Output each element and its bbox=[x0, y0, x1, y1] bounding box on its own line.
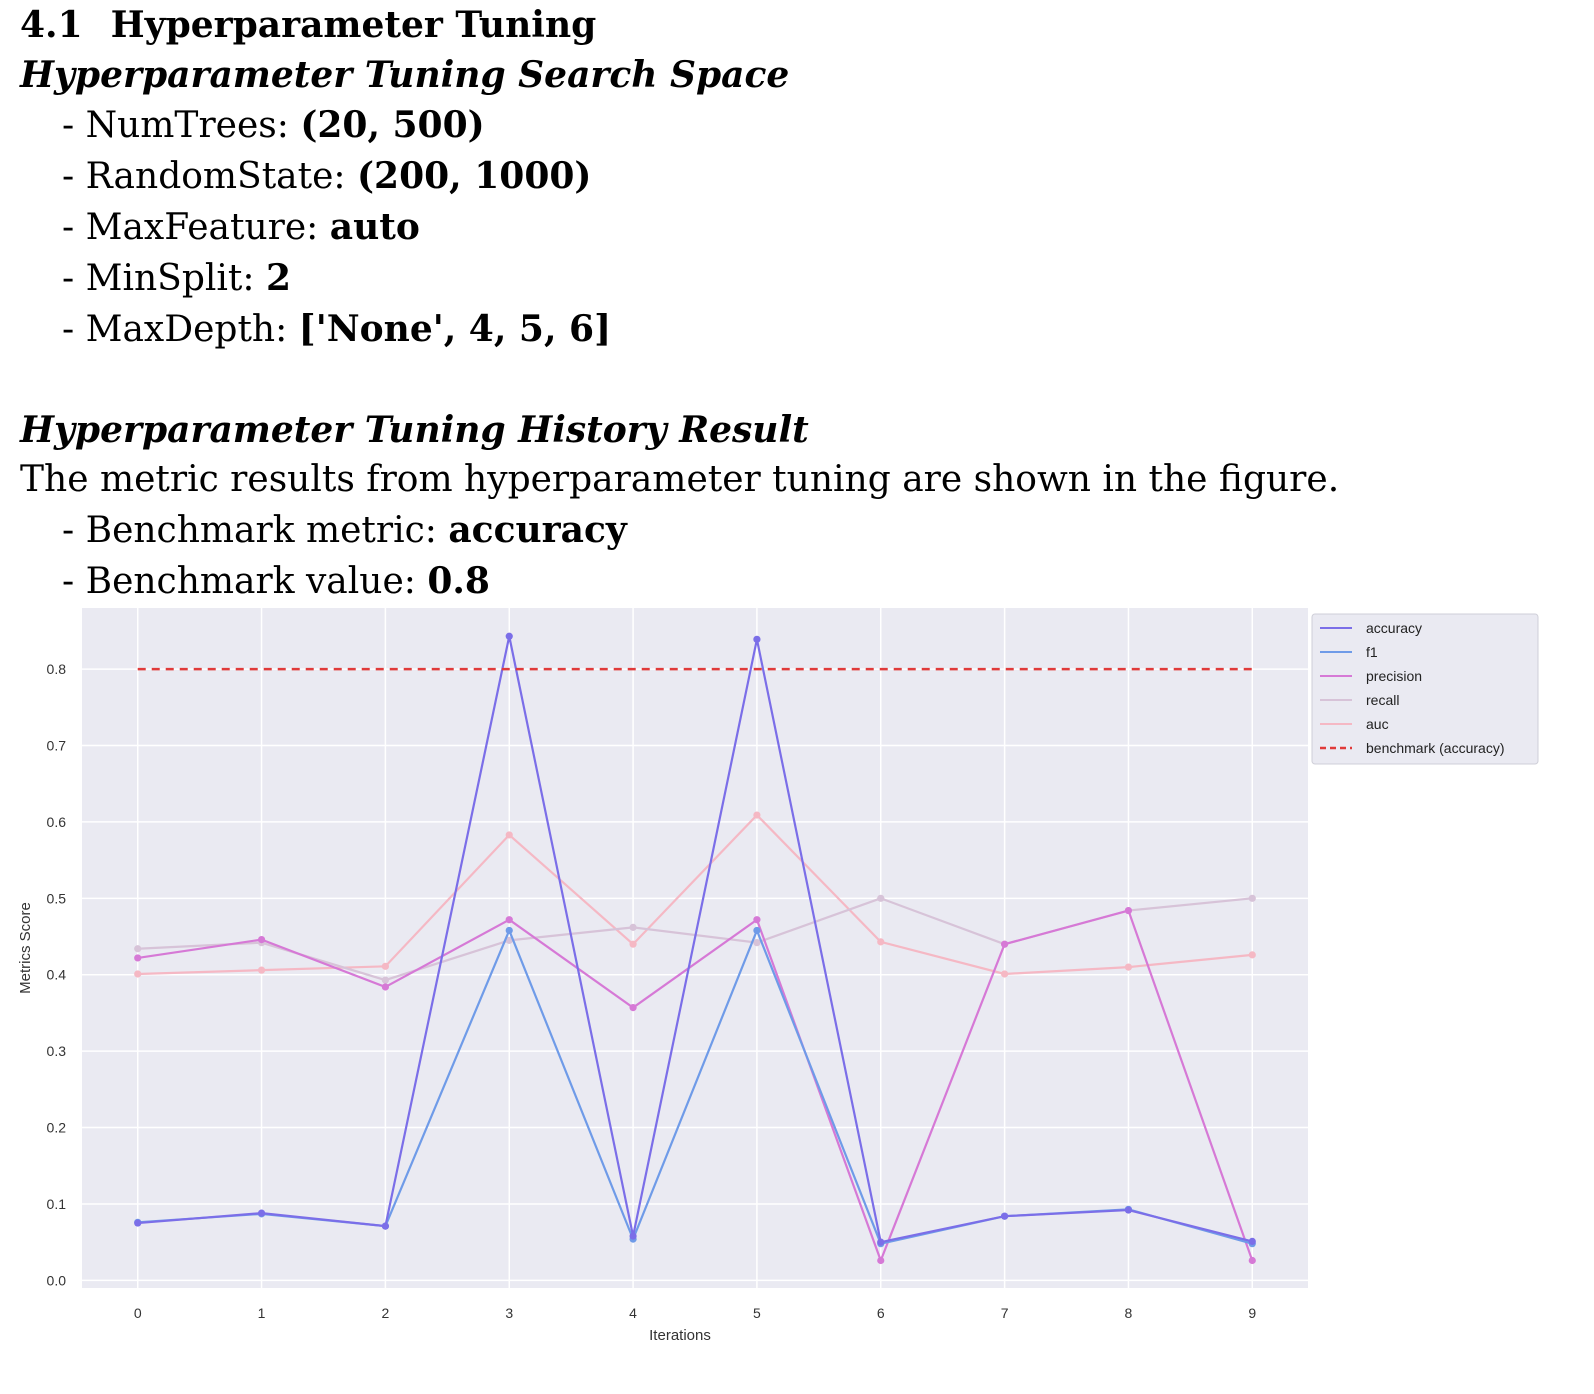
section-heading: 4.1 Hyperparameter Tuning bbox=[20, 0, 1580, 50]
history-text: The metric results from hyperparameter t… bbox=[20, 455, 1580, 505]
y-axis-label: Metrics Score bbox=[17, 902, 34, 994]
list-item: - MinSplit: 2 bbox=[62, 253, 1580, 304]
y-tick-label: 0.8 bbox=[47, 661, 67, 677]
data-point-auc bbox=[877, 938, 884, 945]
x-tick-label: 9 bbox=[1248, 1305, 1256, 1321]
legend-label: f1 bbox=[1366, 644, 1378, 660]
metrics-line-chart: 0.0 0.1 0.2 0.3 0.4 0.5 0.6 0.7 0.8 0 1 2 3 4 5 6 7 8 9 I… bbox=[0, 606, 1594, 1394]
y-tick-label: 0.5 bbox=[47, 890, 67, 906]
list-item: - Benchmark metric: accuracy bbox=[62, 505, 1580, 556]
data-point-accuracy bbox=[134, 1219, 141, 1226]
x-tick-label: 6 bbox=[877, 1305, 885, 1321]
data-point-auc bbox=[134, 970, 141, 977]
legend-label: benchmark (accuracy) bbox=[1366, 740, 1505, 756]
data-point-accuracy bbox=[1125, 1206, 1132, 1213]
x-axis-label: Iterations bbox=[649, 1327, 711, 1344]
plot-area bbox=[82, 608, 1308, 1288]
data-point-accuracy bbox=[382, 1223, 389, 1230]
data-point-recall bbox=[1249, 895, 1256, 902]
list-item: - RandomState: (200, 1000) bbox=[62, 151, 1580, 202]
legend: accuracy f1 precision recall auc benchmark (a… bbox=[1312, 614, 1538, 764]
data-point-auc bbox=[629, 941, 636, 948]
history-heading: Hyperparameter Tuning History Result bbox=[20, 405, 1580, 455]
legend-label: auc bbox=[1366, 716, 1389, 732]
x-tick-label: 8 bbox=[1125, 1305, 1133, 1321]
x-tick-label: 3 bbox=[505, 1305, 513, 1321]
x-tick-label: 1 bbox=[258, 1305, 266, 1321]
data-point-precision bbox=[877, 1257, 884, 1264]
benchmark-list: - Benchmark metric: accuracy - Benchmark… bbox=[20, 505, 1580, 607]
data-point-recall bbox=[753, 939, 760, 946]
y-tick-label: 0.2 bbox=[47, 1120, 67, 1136]
data-point-f1 bbox=[753, 927, 760, 934]
data-point-accuracy bbox=[629, 1232, 636, 1239]
legend-label: accuracy bbox=[1366, 620, 1422, 636]
data-point-precision bbox=[506, 916, 513, 923]
legend-label: precision bbox=[1366, 668, 1422, 684]
data-point-auc bbox=[258, 967, 265, 974]
data-point-accuracy bbox=[258, 1210, 265, 1217]
data-point-precision bbox=[258, 936, 265, 943]
data-point-precision bbox=[629, 1004, 636, 1011]
data-point-f1 bbox=[506, 927, 513, 934]
y-tick-label: 0.7 bbox=[47, 738, 67, 754]
data-point-accuracy bbox=[1249, 1238, 1256, 1245]
data-point-recall bbox=[629, 924, 636, 931]
data-point-accuracy bbox=[1001, 1213, 1008, 1220]
data-point-auc bbox=[382, 963, 389, 970]
y-tick-labels: 0.0 0.1 0.2 0.3 0.4 0.5 0.6 0.7 0.8 bbox=[47, 661, 67, 1288]
data-point-auc bbox=[1125, 964, 1132, 971]
data-point-precision bbox=[1125, 907, 1132, 914]
data-point-precision bbox=[382, 983, 389, 990]
data-point-precision bbox=[134, 954, 141, 961]
y-tick-label: 0.3 bbox=[47, 1043, 67, 1059]
data-point-accuracy bbox=[753, 636, 760, 643]
document-body: 4.1 Hyperparameter Tuning Hyperparameter … bbox=[20, 0, 1580, 607]
search-space-list: - NumTrees: (20, 500) - RandomState: (20… bbox=[20, 100, 1580, 355]
data-point-accuracy bbox=[506, 633, 513, 640]
data-point-recall bbox=[382, 976, 389, 983]
x-tick-label: 4 bbox=[629, 1305, 637, 1321]
x-tick-label: 5 bbox=[753, 1305, 761, 1321]
x-tick-label: 0 bbox=[134, 1305, 142, 1321]
data-point-accuracy bbox=[877, 1239, 884, 1246]
search-space-heading: Hyperparameter Tuning Search Space bbox=[20, 50, 1580, 100]
list-item: - NumTrees: (20, 500) bbox=[62, 100, 1580, 151]
section-number: 4.1 bbox=[20, 4, 83, 46]
data-point-precision bbox=[1001, 941, 1008, 948]
data-point-auc bbox=[1001, 970, 1008, 977]
y-tick-label: 0.4 bbox=[47, 967, 67, 983]
data-point-recall bbox=[877, 895, 884, 902]
x-tick-labels: 0 1 2 3 4 5 6 7 8 9 bbox=[134, 1305, 1257, 1321]
list-item: - MaxDepth: ['None', 4, 5, 6] bbox=[62, 304, 1580, 355]
legend-label: recall bbox=[1366, 692, 1399, 708]
y-tick-label: 0.1 bbox=[47, 1196, 67, 1212]
y-tick-label: 0.0 bbox=[47, 1272, 67, 1288]
data-point-auc bbox=[753, 811, 760, 818]
list-item: - MaxFeature: auto bbox=[62, 202, 1580, 253]
y-tick-label: 0.6 bbox=[47, 814, 67, 830]
x-tick-label: 7 bbox=[1001, 1305, 1009, 1321]
data-point-auc bbox=[506, 831, 513, 838]
data-point-precision bbox=[753, 916, 760, 923]
data-point-recall bbox=[134, 945, 141, 952]
data-point-precision bbox=[1249, 1257, 1256, 1264]
x-tick-label: 2 bbox=[382, 1305, 390, 1321]
section-title: Hyperparameter Tuning bbox=[111, 4, 597, 46]
data-point-auc bbox=[1249, 951, 1256, 958]
list-item: - Benchmark value: 0.8 bbox=[62, 556, 1580, 607]
